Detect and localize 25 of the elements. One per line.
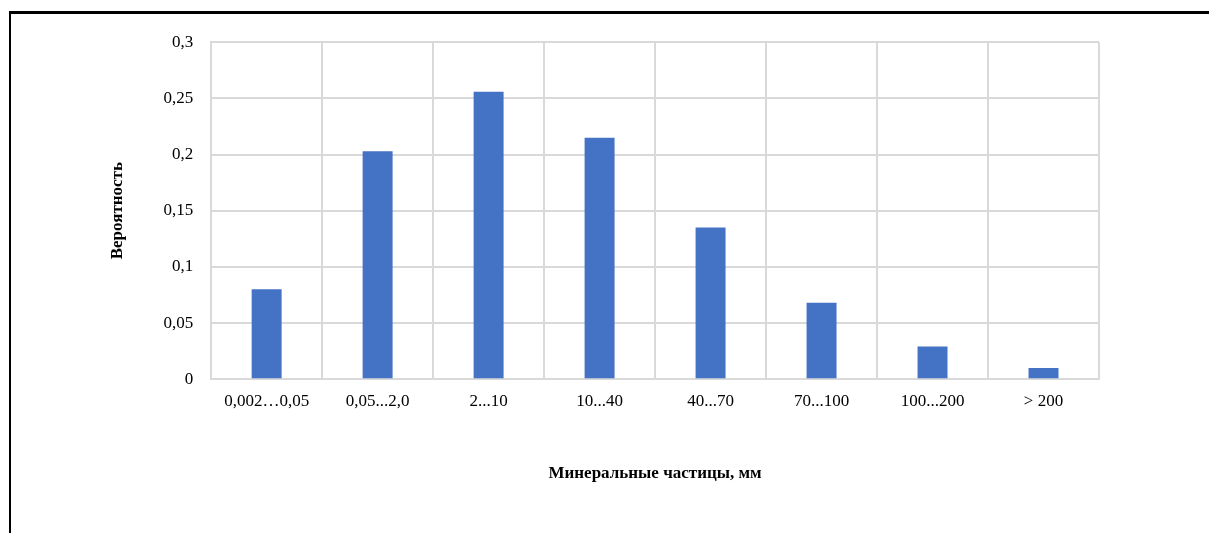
y-tick-label: 0,2 (171, 144, 194, 163)
bar (584, 137, 615, 379)
y-axis-title: Вероятность (106, 162, 126, 260)
bar (473, 91, 504, 379)
x-tick-label: 40...70 (687, 390, 734, 410)
bar (917, 346, 948, 379)
bar (695, 227, 726, 379)
bar (806, 302, 837, 379)
y-tick-label: 0,25 (163, 87, 194, 107)
bar (251, 289, 282, 379)
bar (362, 151, 393, 379)
x-tick-label: > 200 (1023, 390, 1064, 410)
y-tick-label: 0,15 (163, 200, 194, 220)
bar (1028, 367, 1059, 379)
x-tick-label: 100...200 (900, 390, 965, 410)
x-tick-label: 70...100 (793, 390, 850, 410)
x-tick-label: 0,05...2,0 (345, 390, 410, 410)
x-tick-label: 2...10 (469, 390, 508, 410)
y-tick-label: 0,1 (171, 256, 194, 276)
y-tick-label: 0,05 (163, 312, 194, 332)
y-tick-label: 0 (184, 368, 194, 388)
y-tick-label: 0,3 (171, 31, 194, 51)
x-tick-label: 0,002…0,05 (224, 390, 310, 410)
x-tick-label: 10...40 (576, 390, 623, 410)
x-axis-title: Минеральные частицы, мм (548, 463, 763, 483)
